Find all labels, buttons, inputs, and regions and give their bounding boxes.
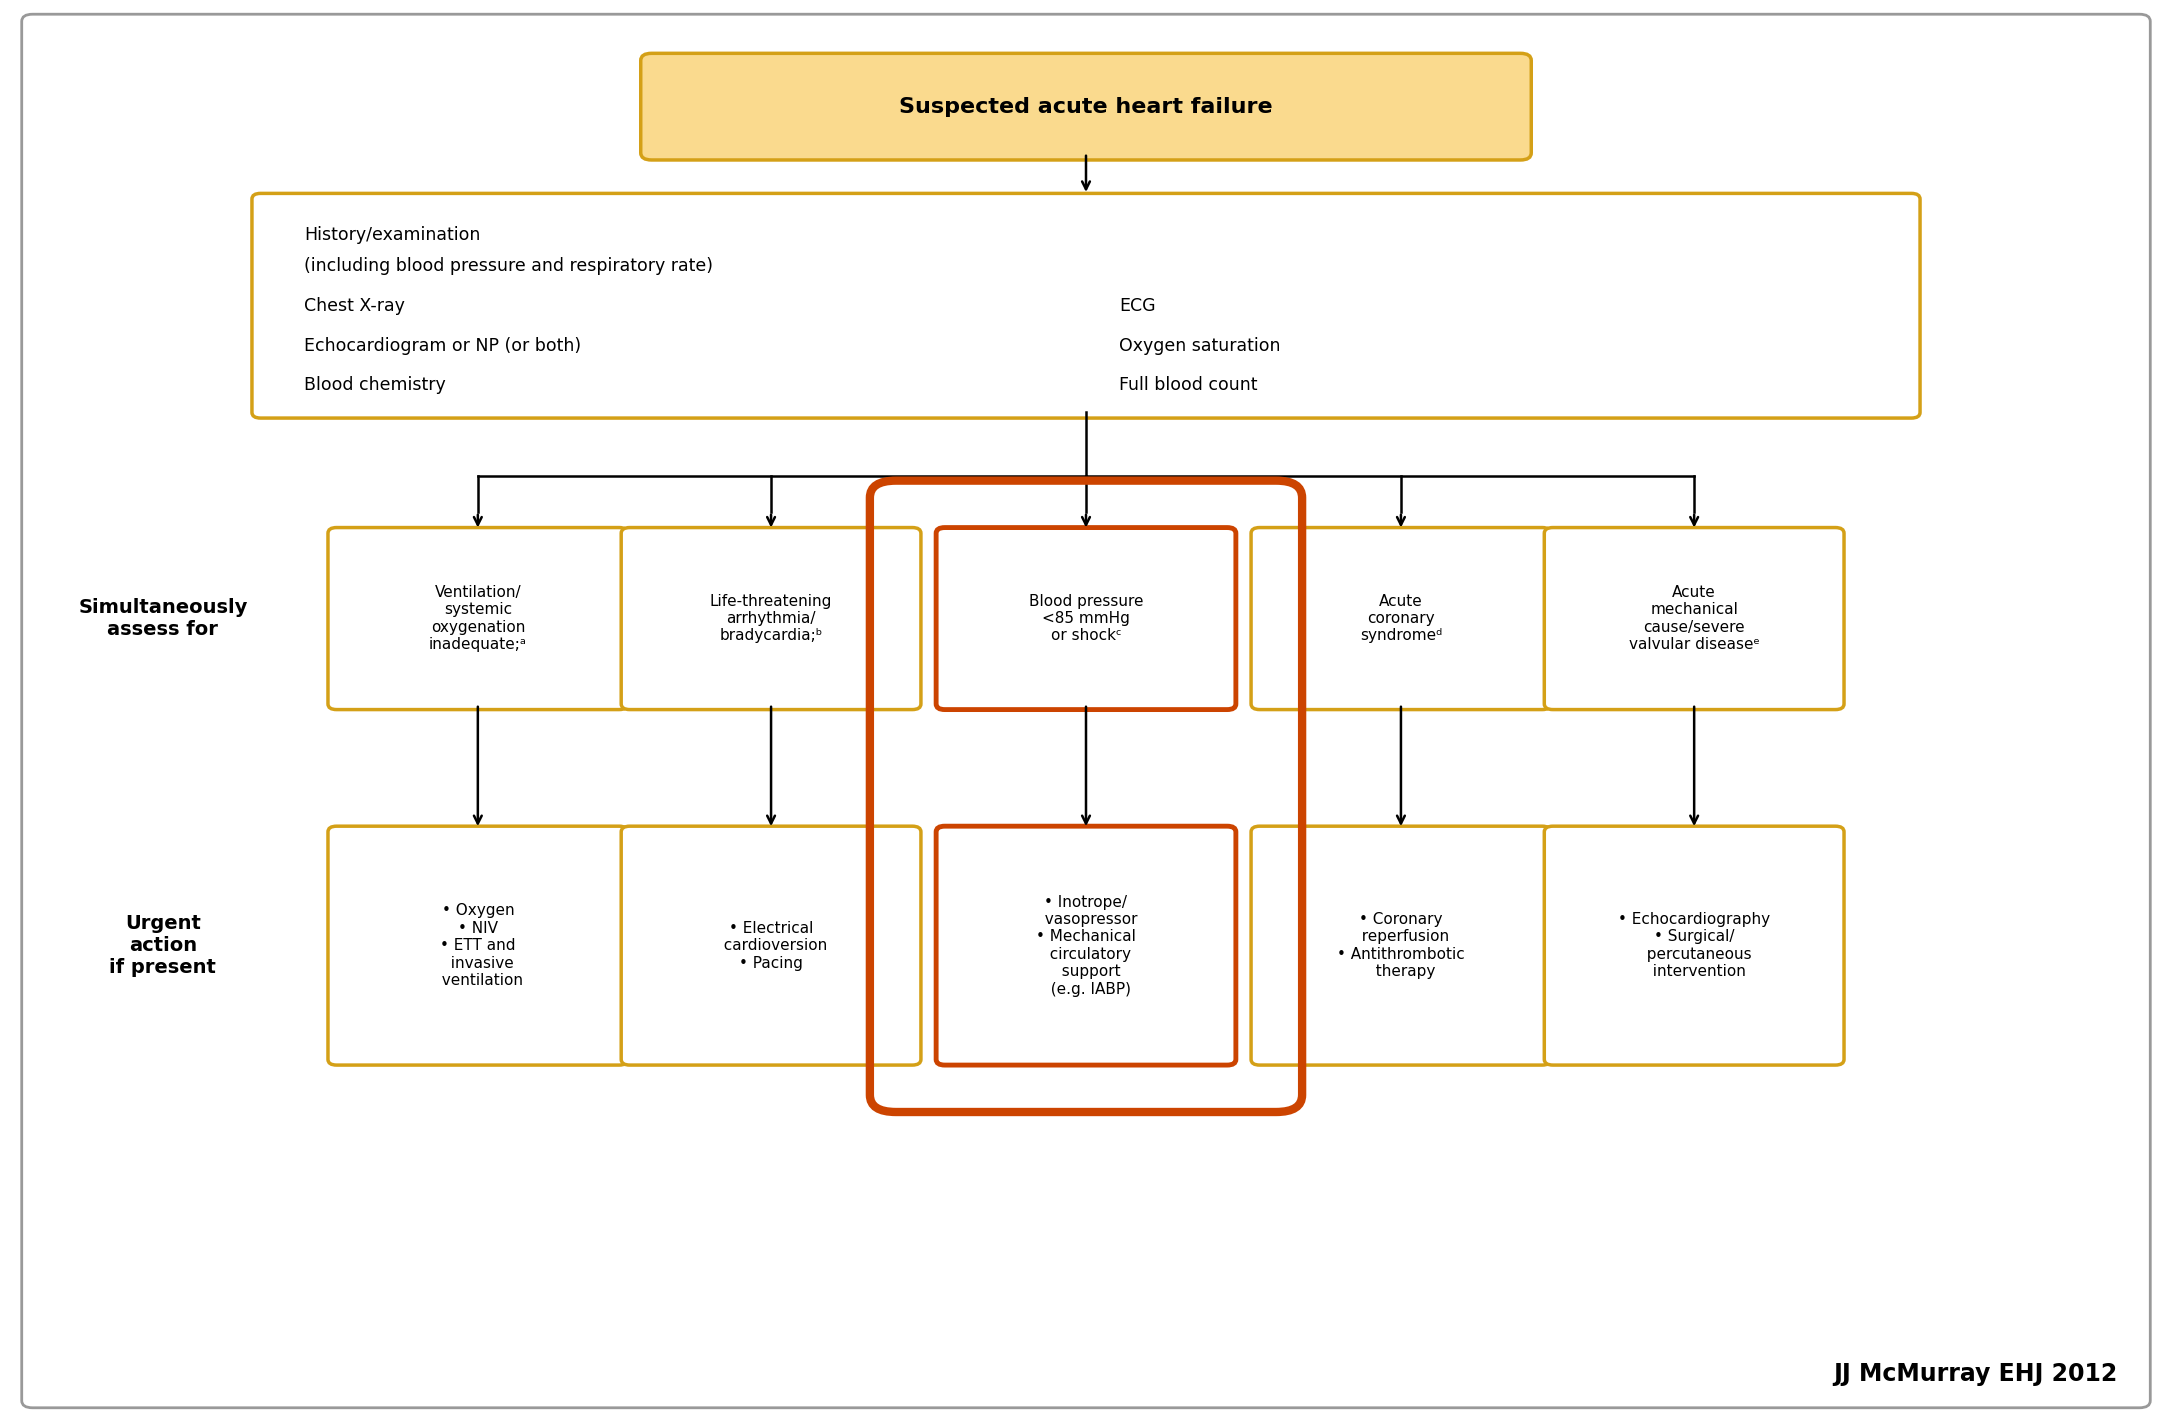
FancyBboxPatch shape bbox=[328, 528, 628, 710]
FancyBboxPatch shape bbox=[1251, 528, 1551, 710]
FancyBboxPatch shape bbox=[621, 528, 921, 710]
FancyBboxPatch shape bbox=[328, 826, 628, 1065]
FancyBboxPatch shape bbox=[621, 826, 921, 1065]
Text: Simultaneously
assess for: Simultaneously assess for bbox=[78, 599, 248, 638]
Text: Acute
mechanical
cause/severe
valvular diseaseᵉ: Acute mechanical cause/severe valvular d… bbox=[1629, 584, 1759, 653]
Text: • Inotrope/
  vasopressor
• Mechanical
  circulatory
  support
  (e.g. IABP): • Inotrope/ vasopressor • Mechanical cir… bbox=[1034, 894, 1138, 997]
Text: History/examination: History/examination bbox=[304, 226, 480, 243]
FancyBboxPatch shape bbox=[22, 14, 2150, 1408]
Text: • Echocardiography
• Surgical/
  percutaneous
  intervention: • Echocardiography • Surgical/ percutane… bbox=[1618, 912, 1770, 980]
Text: Chest X-ray: Chest X-ray bbox=[304, 297, 404, 314]
FancyBboxPatch shape bbox=[936, 826, 1236, 1065]
Text: • Electrical
  cardioversion
• Pacing: • Electrical cardioversion • Pacing bbox=[715, 920, 828, 971]
Text: Suspected acute heart failure: Suspected acute heart failure bbox=[899, 97, 1273, 117]
Text: (including blood pressure and respiratory rate): (including blood pressure and respirator… bbox=[304, 257, 712, 274]
Text: Urgent
action
if present: Urgent action if present bbox=[109, 914, 217, 977]
Text: Echocardiogram or NP (or both): Echocardiogram or NP (or both) bbox=[304, 337, 582, 354]
Text: Life-threatening
arrhythmia/
bradycardia;ᵇ: Life-threatening arrhythmia/ bradycardia… bbox=[710, 593, 832, 644]
FancyBboxPatch shape bbox=[936, 528, 1236, 710]
Text: Acute
coronary
syndromeᵈ: Acute coronary syndromeᵈ bbox=[1360, 593, 1442, 644]
Text: Blood chemistry: Blood chemistry bbox=[304, 377, 445, 394]
Text: Blood pressure
<85 mmHg
or shockᶜ: Blood pressure <85 mmHg or shockᶜ bbox=[1030, 593, 1142, 644]
Text: Oxygen saturation: Oxygen saturation bbox=[1119, 337, 1281, 354]
FancyBboxPatch shape bbox=[1251, 826, 1551, 1065]
Text: Full blood count: Full blood count bbox=[1119, 377, 1258, 394]
FancyBboxPatch shape bbox=[252, 193, 1920, 418]
Text: • Oxygen
• NIV
• ETT and
  invasive
  ventilation: • Oxygen • NIV • ETT and invasive ventil… bbox=[432, 903, 523, 988]
FancyBboxPatch shape bbox=[1544, 528, 1844, 710]
Text: JJ McMurray EHJ 2012: JJ McMurray EHJ 2012 bbox=[1833, 1362, 2118, 1386]
Text: • Coronary
  reperfusion
• Antithrombotic
  therapy: • Coronary reperfusion • Antithrombotic … bbox=[1338, 912, 1464, 980]
FancyBboxPatch shape bbox=[641, 53, 1531, 159]
Text: ECG: ECG bbox=[1119, 297, 1156, 314]
FancyBboxPatch shape bbox=[1544, 826, 1844, 1065]
Text: Ventilation/
systemic
oxygenation
inadequate;ᵃ: Ventilation/ systemic oxygenation inadeq… bbox=[428, 584, 528, 653]
